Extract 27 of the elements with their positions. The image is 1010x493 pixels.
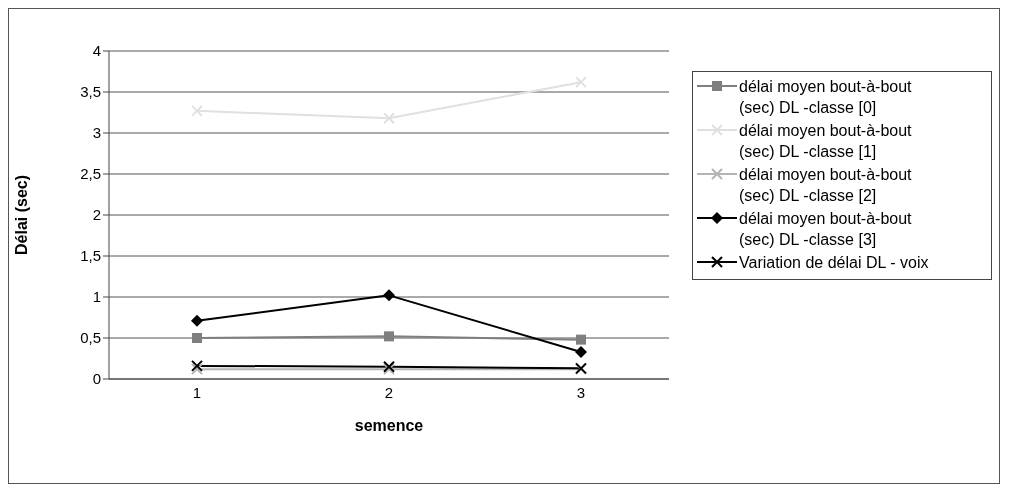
x-tick-label: 3 bbox=[576, 383, 586, 401]
x-tick-label: 1 bbox=[192, 383, 202, 401]
point bbox=[191, 359, 203, 372]
point bbox=[384, 331, 394, 342]
y-tick-label: 0 bbox=[92, 370, 101, 388]
y-tick-label: 3 bbox=[92, 124, 101, 142]
point bbox=[191, 363, 203, 376]
y-tick-label: 4 bbox=[92, 42, 101, 60]
point bbox=[576, 334, 586, 345]
legend-label: délai moyen bout-à-bout (sec) DL -classe [3] bbox=[739, 209, 913, 250]
y-tick-label: 1 bbox=[92, 288, 101, 306]
point bbox=[192, 333, 202, 343]
y-tick-label: 1,5 bbox=[80, 247, 101, 265]
point bbox=[383, 112, 395, 125]
y-tick-label: 0,5 bbox=[80, 329, 101, 347]
legend-label: Variation de délai DL - voix bbox=[739, 253, 930, 273]
x-axis-title: semence bbox=[354, 417, 424, 434]
point bbox=[575, 76, 587, 89]
point bbox=[575, 345, 587, 358]
y-axis-title: Délai (sec) bbox=[12, 174, 30, 256]
point bbox=[191, 314, 203, 327]
point bbox=[383, 289, 395, 302]
y-tick-label: 2 bbox=[92, 206, 101, 224]
point bbox=[191, 104, 203, 117]
x-tick-label: 2 bbox=[384, 383, 394, 401]
y-tick-label: 2,5 bbox=[80, 165, 101, 183]
y-tick-label: 3,5 bbox=[80, 83, 101, 101]
